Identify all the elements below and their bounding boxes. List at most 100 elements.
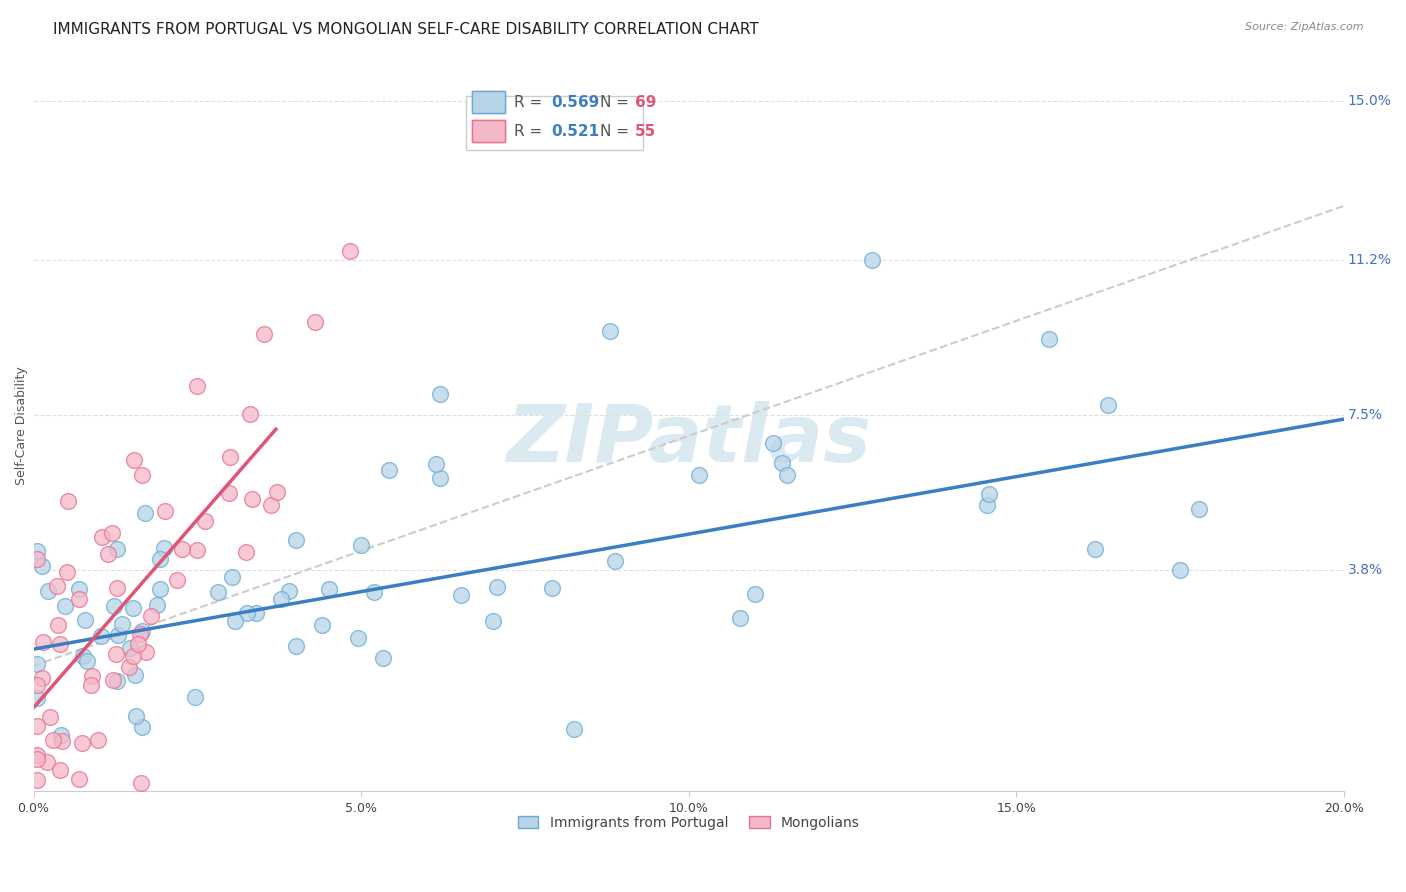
- Point: [25, 552, 48, 566]
- Point: [148, 552, 170, 566]
- Point: [80, 669, 103, 683]
- Point: [127, 637, 149, 651]
- Point: [25, 657, 48, 671]
- Point: [235, 545, 257, 559]
- Point: [105, 673, 128, 688]
- Point: [105, 541, 128, 556]
- Point: [266, 484, 288, 499]
- Point: [166, 574, 188, 588]
- Point: [1084, 541, 1107, 556]
- Point: [207, 585, 229, 599]
- Point: [186, 378, 208, 392]
- Point: [56, 493, 79, 508]
- Point: [688, 467, 710, 482]
- Point: [131, 467, 153, 482]
- Point: [485, 580, 508, 594]
- Point: [350, 538, 373, 552]
- Point: [37, 584, 59, 599]
- Point: [124, 668, 146, 682]
- Point: [67, 772, 90, 786]
- Point: [100, 526, 122, 541]
- Text: Source: ZipAtlas.com: Source: ZipAtlas.com: [1246, 22, 1364, 32]
- Point: [242, 491, 264, 506]
- Point: [541, 581, 564, 595]
- Point: [347, 631, 370, 645]
- Point: [25, 719, 48, 733]
- Text: R =: R =: [515, 95, 547, 110]
- Point: [73, 613, 96, 627]
- Point: [1168, 563, 1191, 577]
- Point: [51, 734, 73, 748]
- FancyBboxPatch shape: [465, 96, 643, 150]
- Point: [49, 637, 72, 651]
- Point: [219, 450, 242, 464]
- Point: [49, 764, 72, 778]
- Point: [170, 541, 193, 556]
- Point: [31, 558, 53, 573]
- Point: [194, 514, 217, 528]
- Point: [131, 720, 153, 734]
- Point: [270, 592, 292, 607]
- Point: [76, 655, 98, 669]
- Point: [51, 728, 73, 742]
- Legend: Immigrants from Portugal, Mongolians: Immigrants from Portugal, Mongolians: [512, 811, 865, 836]
- Point: [97, 547, 120, 561]
- Point: [129, 776, 152, 790]
- Text: 0.521: 0.521: [551, 124, 599, 139]
- Point: [562, 722, 585, 736]
- Point: [32, 635, 55, 649]
- Point: [976, 499, 998, 513]
- Point: [139, 608, 162, 623]
- Point: [27, 773, 49, 788]
- Point: [67, 592, 90, 607]
- Point: [153, 541, 176, 555]
- Point: [105, 648, 128, 662]
- Text: N =: N =: [599, 124, 634, 139]
- Point: [1038, 332, 1060, 346]
- Point: [1097, 398, 1119, 412]
- Point: [218, 486, 240, 500]
- Text: 15.0%: 15.0%: [1348, 95, 1392, 109]
- Point: [339, 244, 361, 258]
- Point: [86, 733, 108, 747]
- Point: [155, 503, 177, 517]
- Point: [603, 554, 626, 568]
- Point: [221, 570, 243, 584]
- Point: [425, 457, 447, 471]
- Point: [260, 498, 283, 512]
- Point: [38, 710, 60, 724]
- Point: [118, 660, 141, 674]
- Point: [25, 544, 48, 558]
- Point: [35, 755, 58, 769]
- Point: [120, 640, 142, 655]
- Point: [55, 565, 77, 579]
- Point: [730, 611, 752, 625]
- Y-axis label: Self-Care Disability: Self-Care Disability: [15, 366, 28, 485]
- Point: [105, 581, 128, 595]
- Point: [482, 614, 505, 628]
- Text: N =: N =: [599, 95, 634, 110]
- Point: [70, 736, 93, 750]
- Point: [67, 582, 90, 596]
- Text: 3.8%: 3.8%: [1348, 563, 1382, 576]
- Point: [25, 747, 48, 762]
- Text: 11.2%: 11.2%: [1348, 253, 1392, 268]
- Point: [278, 584, 301, 599]
- Point: [107, 628, 129, 642]
- Point: [90, 629, 112, 643]
- Point: [860, 253, 883, 268]
- Point: [450, 588, 472, 602]
- Point: [744, 587, 766, 601]
- Point: [285, 533, 308, 548]
- Text: 7.5%: 7.5%: [1348, 408, 1382, 422]
- Point: [103, 599, 125, 613]
- Point: [378, 463, 401, 477]
- Point: [25, 752, 48, 766]
- Point: [1188, 502, 1211, 516]
- Point: [31, 671, 53, 685]
- Point: [53, 599, 76, 613]
- Point: [134, 507, 156, 521]
- Point: [122, 453, 145, 467]
- Text: ZIPatlas: ZIPatlas: [506, 401, 872, 479]
- Point: [145, 598, 167, 612]
